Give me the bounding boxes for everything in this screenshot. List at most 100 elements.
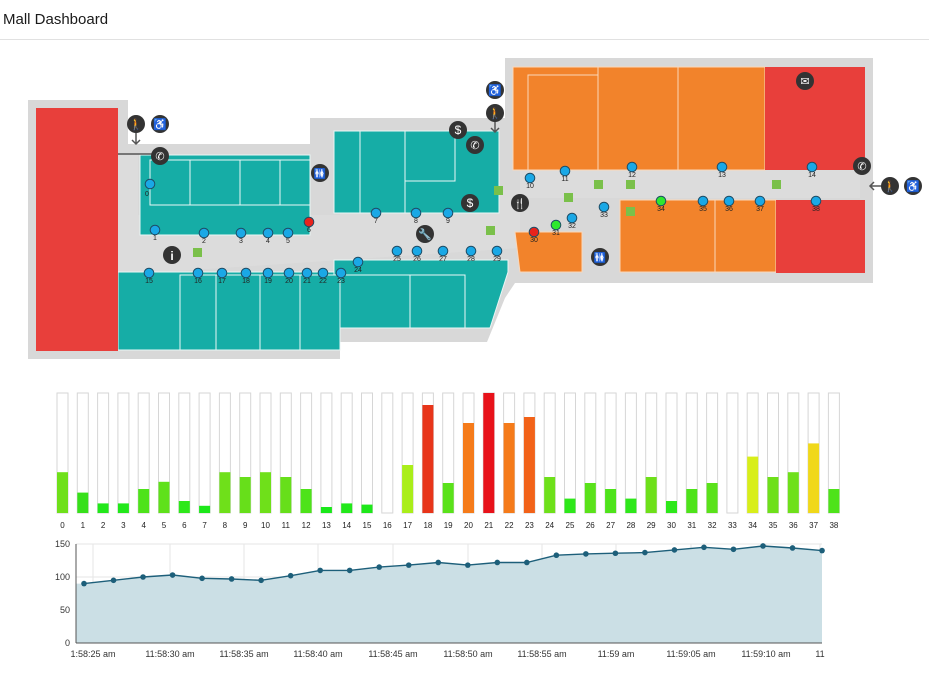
trend-point[interactable] (494, 559, 501, 566)
bar-9[interactable] (239, 477, 251, 513)
sensor-14[interactable]: 14 (806, 161, 818, 179)
bar-12[interactable] (300, 489, 312, 513)
bar-22[interactable] (503, 423, 515, 513)
bar-11[interactable] (280, 477, 292, 513)
sensor-17[interactable]: 17 (216, 267, 228, 285)
sensor-15[interactable]: 15 (143, 267, 155, 285)
bar-15[interactable] (361, 504, 373, 513)
bar-18[interactable] (422, 405, 434, 513)
sensor-33[interactable]: 33 (598, 201, 610, 219)
sensor-32[interactable]: 32 (566, 212, 578, 230)
sensor-6[interactable]: 6 (303, 216, 315, 234)
sensor-16[interactable]: 16 (192, 267, 204, 285)
sensor-1[interactable]: 1 (149, 224, 161, 242)
bar-27[interactable] (605, 489, 617, 513)
bar-5[interactable] (158, 481, 170, 513)
trend-point[interactable] (671, 547, 678, 553)
amenity-icons[interactable]: 🚶 ♿ ✆ 🚻 $ ✆ $ 🍴 ♿ 🚶 i 🔧 🚻 ✉ ✆ 🚶 ♿ (127, 72, 922, 266)
trend-point[interactable] (642, 549, 648, 556)
bar-32[interactable] (706, 483, 718, 513)
bar-29[interactable] (645, 477, 657, 513)
sensor-35[interactable]: 35 (697, 195, 709, 213)
bar-3[interactable] (117, 503, 129, 513)
sensor-10[interactable]: 10 (524, 172, 536, 190)
sensor-21[interactable]: 21 (301, 267, 313, 285)
sensor-19[interactable]: 19 (262, 267, 274, 285)
trend-point[interactable] (199, 575, 205, 582)
bar-30[interactable] (666, 501, 677, 513)
sensor-23[interactable]: 23 (335, 267, 347, 285)
bar-24[interactable] (544, 477, 556, 513)
sensor-3[interactable]: 3 (235, 227, 247, 245)
trend-point[interactable] (701, 544, 707, 551)
bar-8[interactable] (219, 472, 231, 513)
sensor-11[interactable]: 11 (559, 165, 571, 183)
trend-point[interactable] (553, 552, 560, 559)
sensor-29[interactable]: 29 (491, 245, 503, 263)
sensor-0[interactable]: 0 (144, 178, 156, 198)
bar-4[interactable] (138, 489, 150, 513)
trend-point[interactable] (524, 559, 530, 566)
trend-point[interactable] (81, 580, 87, 587)
sensor-37[interactable]: 37 (754, 195, 766, 213)
trend-point[interactable] (435, 559, 442, 566)
sensor-5[interactable]: 5 (282, 227, 294, 245)
trend-point[interactable] (228, 576, 235, 582)
trend-point[interactable] (258, 577, 264, 584)
trend-point[interactable] (317, 567, 323, 574)
sensor-8[interactable]: 8 (410, 207, 422, 225)
trend-point[interactable] (110, 577, 117, 584)
sensor-13[interactable]: 13 (716, 161, 728, 179)
sensor-26[interactable]: 26 (411, 245, 423, 263)
bar-31[interactable] (686, 489, 698, 513)
sensor-9[interactable]: 9 (442, 207, 454, 225)
bar-38[interactable] (828, 489, 840, 513)
bar-2[interactable] (97, 503, 109, 513)
bar-14[interactable] (341, 503, 353, 513)
sensor-7[interactable]: 7 (370, 207, 382, 225)
trend-point[interactable] (346, 567, 353, 574)
bar-13[interactable] (320, 507, 332, 513)
bar-26[interactable] (584, 483, 596, 513)
bar-28[interactable] (625, 498, 637, 513)
bar-23[interactable] (523, 417, 535, 513)
sensor-34[interactable]: 34 (655, 195, 667, 213)
sensor-31[interactable]: 31 (550, 219, 562, 237)
trend-point[interactable] (376, 564, 383, 570)
bar-37[interactable] (808, 443, 820, 513)
sensor-18[interactable]: 18 (240, 267, 252, 285)
trend-point[interactable] (169, 572, 176, 578)
bar-17[interactable] (402, 465, 414, 513)
trend-point[interactable] (612, 550, 619, 557)
sensor-38[interactable]: 38 (810, 195, 822, 213)
bar-19[interactable] (442, 483, 454, 513)
bar-10[interactable] (260, 472, 271, 513)
bar-36[interactable] (787, 472, 799, 513)
trend-point[interactable] (819, 547, 825, 554)
bar-7[interactable] (199, 505, 211, 513)
bar-0[interactable] (57, 472, 68, 513)
bar-6[interactable] (178, 501, 190, 513)
bar-35[interactable] (767, 477, 779, 513)
trend-point[interactable] (287, 572, 294, 579)
sensor-22[interactable]: 22 (317, 267, 329, 285)
sensor-28[interactable]: 28 (465, 245, 477, 263)
trend-point[interactable] (789, 545, 796, 551)
bar-20[interactable] (463, 423, 474, 513)
bar-34[interactable] (747, 456, 759, 513)
trend-point[interactable] (464, 562, 471, 568)
sensor-36[interactable]: 36 (723, 195, 735, 213)
sensor-25[interactable]: 25 (391, 245, 403, 263)
sensor-24[interactable]: 24 (352, 256, 364, 274)
trend-point[interactable] (760, 543, 766, 549)
bar-21[interactable] (483, 393, 495, 513)
sensor-12[interactable]: 12 (626, 161, 638, 179)
trend-point[interactable] (730, 546, 737, 553)
bar-25[interactable] (564, 498, 576, 513)
sensor-2[interactable]: 2 (198, 227, 210, 245)
sensor-4[interactable]: 4 (262, 227, 274, 245)
trend-point[interactable] (583, 551, 589, 557)
sensor-30[interactable]: 30 (528, 226, 540, 244)
trend-point[interactable] (140, 574, 146, 580)
